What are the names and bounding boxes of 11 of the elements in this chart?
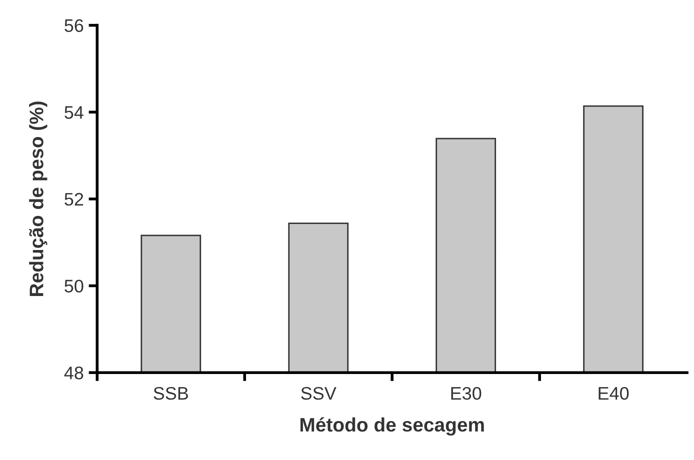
x-axis-title: Método de secagem [300,417,484,436]
y-tick-label: 54 [64,106,84,119]
y-tick-label: 52 [64,192,84,206]
y-tick-label: 48 [64,366,84,380]
y-axis-title: Redução de peso (%) [29,102,48,296]
y-tick-label: 50 [64,280,84,292]
x-tick-label: E40 [598,386,629,400]
x-tick-label: E30 [451,386,482,400]
x-tick-label: SSV [301,386,336,400]
x-tick-label: SSB [154,386,188,400]
y-tick-label: 56 [64,19,84,32]
